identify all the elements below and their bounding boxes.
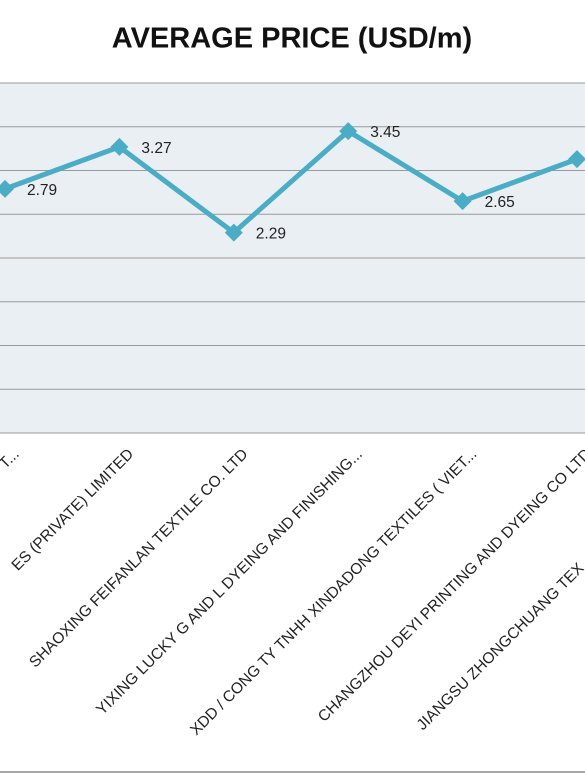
- marker: [453, 192, 472, 211]
- marker: [568, 150, 585, 169]
- line: [4, 128, 578, 236]
- data-label: 2.79: [27, 182, 57, 199]
- data-label: 2.65: [485, 194, 515, 211]
- marker: [0, 179, 14, 198]
- data-label: 2.29: [256, 226, 286, 243]
- data-label: 3.27: [141, 140, 171, 157]
- marker: [224, 223, 243, 242]
- chart-title: AVERAGE PRICE (USD/m): [112, 23, 472, 55]
- marker: [339, 122, 358, 141]
- marker: [110, 137, 129, 156]
- data-label: 3.45: [370, 124, 400, 141]
